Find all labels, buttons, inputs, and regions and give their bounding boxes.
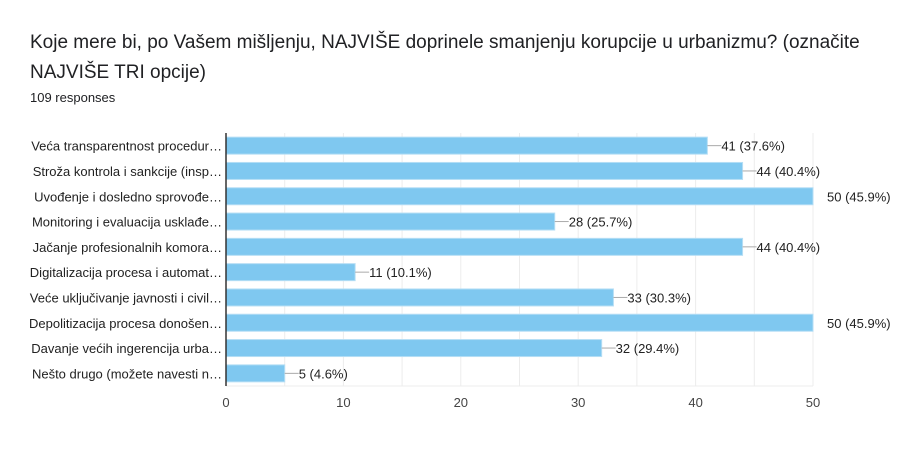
category-label: Veća transparentnost procedur… bbox=[31, 139, 222, 154]
category-label: Uvođenje i dosledno sprovođe… bbox=[34, 189, 222, 204]
category-label: Stroža kontrola i sankcije (insp… bbox=[33, 164, 222, 179]
data-label: 11 (10.1%) bbox=[369, 265, 432, 280]
bar bbox=[225, 288, 614, 307]
data-label: 32 (29.4%) bbox=[616, 341, 680, 356]
bar bbox=[225, 161, 744, 180]
data-label: 28 (25.7%) bbox=[569, 215, 633, 230]
data-label: 41 (37.6%) bbox=[721, 139, 785, 154]
bar bbox=[225, 187, 814, 206]
bar bbox=[225, 313, 814, 332]
chart-title: Koje mere bi, po Vašem mišljenju, NAJVIŠ… bbox=[30, 32, 860, 83]
bar bbox=[225, 339, 603, 358]
x-tick-label: 0 bbox=[222, 395, 229, 410]
x-tick-label: 10 bbox=[336, 395, 350, 410]
category-label: Veće uključivanje javnosti i civil… bbox=[30, 290, 222, 305]
data-label: 44 (40.4%) bbox=[757, 240, 821, 255]
bar bbox=[225, 212, 556, 231]
x-tick-label: 40 bbox=[688, 395, 702, 410]
bar bbox=[225, 136, 708, 155]
x-tick-label: 30 bbox=[571, 395, 585, 410]
category-label: Digitalizacija procesa i automat… bbox=[30, 265, 222, 280]
x-tick-label: 50 bbox=[806, 395, 820, 410]
response-count: 109 responses bbox=[30, 90, 116, 105]
data-label: 33 (30.3%) bbox=[627, 290, 691, 305]
category-label: Monitoring i evaluacija usklađe… bbox=[32, 215, 222, 230]
bar bbox=[225, 263, 356, 282]
category-label: Davanje većih ingerencija urba… bbox=[31, 341, 222, 356]
bar bbox=[225, 364, 286, 383]
data-label: 5 (4.6%) bbox=[299, 366, 348, 381]
data-label: 50 (45.9%) bbox=[827, 189, 891, 204]
category-label: Depolitizacija procesa donošen… bbox=[29, 316, 222, 331]
data-label: 50 (45.9%) bbox=[827, 316, 891, 331]
data-label: 44 (40.4%) bbox=[757, 164, 821, 179]
category-label: Jačanje profesionalnih komora… bbox=[33, 240, 222, 255]
x-tick-label: 20 bbox=[454, 395, 468, 410]
category-label: Nešto drugo (možete navesti n… bbox=[32, 366, 222, 381]
bar bbox=[225, 237, 744, 256]
